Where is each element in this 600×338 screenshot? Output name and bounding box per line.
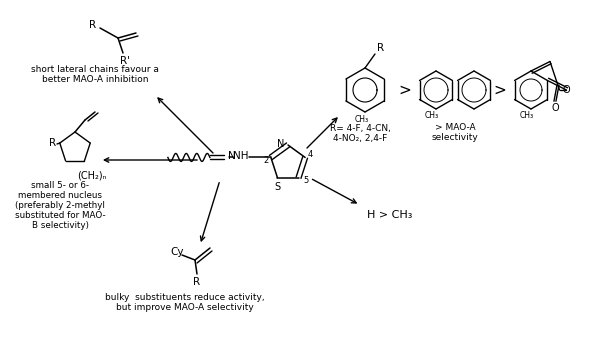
Text: (preferably 2-methyl: (preferably 2-methyl [15,201,105,211]
Text: O: O [563,85,571,95]
Text: > MAO-A: > MAO-A [434,123,475,132]
Text: membered nucleus: membered nucleus [18,192,102,200]
Text: H > CH₃: H > CH₃ [367,210,413,220]
Text: S: S [274,182,280,192]
Text: Cy: Cy [170,247,184,257]
Text: >: > [494,82,506,97]
Text: 4: 4 [307,150,313,159]
Text: selectivity: selectivity [431,134,478,143]
Text: NH: NH [233,151,248,162]
Text: small 5- or 6-: small 5- or 6- [31,182,89,191]
Text: (CH₂)ₙ: (CH₂)ₙ [77,171,107,181]
Text: R: R [89,20,97,30]
Text: >: > [398,82,412,97]
Text: R': R' [120,56,130,66]
Text: N: N [228,151,236,162]
Text: 5: 5 [303,176,308,185]
Text: CH₃: CH₃ [425,111,439,120]
Text: but improve MAO-A selectivity: but improve MAO-A selectivity [116,304,254,313]
Text: N: N [277,139,284,149]
Text: better MAO-A inhibition: better MAO-A inhibition [42,75,148,84]
Text: bulky  substituents reduce activity,: bulky substituents reduce activity, [105,293,265,303]
Text: 2: 2 [263,156,269,165]
Text: short lateral chains favour a: short lateral chains favour a [31,66,159,74]
Text: CH₃: CH₃ [355,116,369,124]
Text: substituted for MAO-: substituted for MAO- [14,212,106,220]
Text: R: R [377,43,385,53]
Text: R= 4-F, 4-CN,: R= 4-F, 4-CN, [329,123,391,132]
Text: B selectivity): B selectivity) [32,221,89,231]
Text: CH₃: CH₃ [520,112,534,121]
Text: R: R [193,277,200,287]
Text: R: R [49,138,56,148]
Text: O: O [551,103,559,113]
Text: 4-NO₂, 2,4-F: 4-NO₂, 2,4-F [333,134,387,143]
